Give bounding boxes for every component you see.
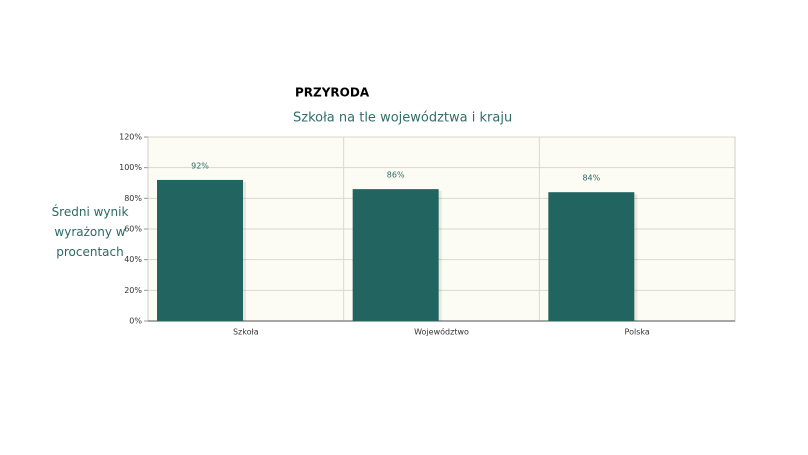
value-label: 92% [191, 161, 209, 170]
chart-title: PRZYRODA [295, 86, 370, 100]
y-tick-label: 0% [129, 317, 142, 326]
x-tick-label: Województwo [414, 327, 469, 337]
y-tick-label: 100% [119, 163, 142, 172]
x-tick-label: Szkoła [233, 328, 259, 337]
value-label: 86% [387, 171, 405, 180]
y-tick-label: 20% [124, 286, 142, 295]
value-label: 84% [582, 174, 600, 183]
x-tick-label: Polska [625, 328, 650, 337]
y-tick-label: 120% [119, 133, 142, 142]
chart-subtitle: Szkoła na tle województwa i kraju [293, 111, 512, 126]
y-tick-label: 80% [124, 194, 142, 203]
y-tick-label: 60% [124, 225, 142, 234]
bar [548, 192, 635, 321]
bar [157, 179, 243, 321]
bar [352, 189, 439, 321]
y-tick-label: 40% [124, 255, 142, 264]
y-axis-label: Średni wynik wyrażony w procentach [51, 205, 129, 259]
